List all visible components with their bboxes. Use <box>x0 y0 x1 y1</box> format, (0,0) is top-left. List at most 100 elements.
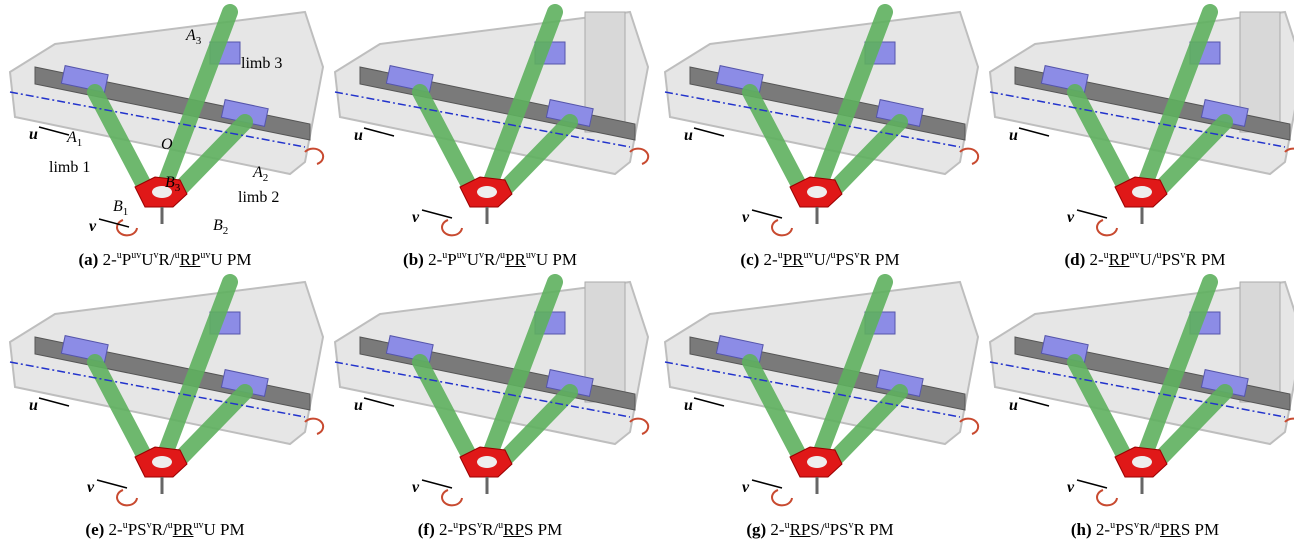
annotation: v <box>87 479 95 496</box>
rotation-arrow <box>305 419 323 434</box>
rotation-arrow <box>117 220 137 235</box>
annotation-text: u <box>684 127 693 144</box>
annotation: v <box>89 218 97 235</box>
rotation-arrow <box>960 419 978 434</box>
caption-segment: uv <box>1129 250 1139 261</box>
rotation-arrow <box>442 490 462 505</box>
caption-segment: 2- <box>1096 520 1110 539</box>
annotation-subscript: 3 <box>196 35 202 47</box>
platform-hole <box>477 456 497 468</box>
mechanism <box>990 282 1294 505</box>
annotation: limb 2 <box>238 189 279 206</box>
annotation-text: limb 3 <box>241 55 282 72</box>
caption-segment: PS <box>830 520 849 539</box>
caption-segment: uv <box>193 520 203 531</box>
annotation: v <box>742 479 750 496</box>
caption-segment: 2- <box>764 250 778 269</box>
direction-line <box>1077 210 1107 218</box>
caption: (a) 2-uPuvUvR/uRPuvU PM <box>5 250 325 270</box>
direction-line <box>694 128 724 136</box>
annotation-text: u <box>354 127 363 144</box>
caption-label: (g) <box>746 520 766 539</box>
direction-line <box>1077 480 1107 488</box>
annotation-text: u <box>29 397 38 414</box>
annotation: u <box>354 127 363 144</box>
rotation-arrow <box>442 220 462 235</box>
caption-segment: R/ <box>482 520 498 539</box>
direction-line <box>1019 128 1049 136</box>
mechanism <box>335 12 648 235</box>
base-plate <box>665 12 978 174</box>
platform-hole <box>477 186 497 198</box>
caption-segment: U/ <box>814 250 831 269</box>
caption-segment: PS <box>836 250 855 269</box>
annotation-text: u <box>684 397 693 414</box>
caption-segment: PR <box>505 250 526 269</box>
caption-label: (d) <box>1064 250 1085 269</box>
caption-segment: uv <box>200 250 210 261</box>
caption-segment: U PM <box>210 250 251 269</box>
caption: (c) 2-uPRuvU/uPSvR PM <box>660 250 980 270</box>
annotation-text: v <box>742 479 750 496</box>
platform-hole <box>1132 186 1152 198</box>
annotation: limb 1 <box>49 159 90 176</box>
caption-label: (c) <box>740 250 759 269</box>
annotation-text: v <box>87 479 95 496</box>
mechanism <box>10 282 323 505</box>
caption: (e) 2-uPSvR/uPRuvU PM <box>5 520 325 540</box>
mechanism <box>665 282 978 505</box>
caption-segment: R/ <box>152 520 168 539</box>
caption-segment: uv <box>131 250 141 261</box>
direction-line <box>39 398 69 406</box>
caption-segment: RP <box>180 250 201 269</box>
rotation-arrow <box>117 490 137 505</box>
caption-segment: uv <box>804 250 814 261</box>
caption-segment: R/ <box>484 250 500 269</box>
caption: (h) 2-uPSvR/uPRS PM <box>985 520 1294 540</box>
annotation-text: v <box>89 218 97 235</box>
caption-segment: S PM <box>524 520 562 539</box>
annotation: u <box>354 397 363 414</box>
caption-segment: PS <box>1161 250 1180 269</box>
annotation: v <box>742 209 750 226</box>
caption-segment: P <box>447 250 456 269</box>
caption-segment: R/ <box>159 250 175 269</box>
annotation-subscript: 1 <box>123 206 129 218</box>
annotation: v <box>1067 479 1075 496</box>
annotation-text: u <box>29 126 38 143</box>
annotation-text: A <box>185 27 196 44</box>
annotation: v <box>412 479 420 496</box>
caption-segment: 2- <box>109 520 123 539</box>
caption-segment: 2- <box>428 250 442 269</box>
figure: A3limb 3uA1Olimb 1B3A2limb 2B1vB2uvuvuvu… <box>0 0 1294 551</box>
annotation-subscript: 3 <box>175 182 181 194</box>
rotation-arrow <box>305 149 323 164</box>
mechanism <box>665 12 978 235</box>
annotation-text: limb 1 <box>49 159 90 176</box>
annotation: limb 3 <box>241 55 282 72</box>
direction-line <box>752 480 782 488</box>
caption-segment: PR <box>173 520 194 539</box>
rotation-arrow <box>1097 220 1117 235</box>
annotation-subscript: 2 <box>263 172 269 184</box>
annotation-subscript: 1 <box>77 137 83 149</box>
caption-segment: RP <box>503 520 524 539</box>
annotation-text: u <box>1009 397 1018 414</box>
base-plate <box>10 282 323 444</box>
caption-segment: R PM <box>853 520 893 539</box>
caption: (f) 2-uPSvR/uRPS PM <box>330 520 650 540</box>
annotation-text: v <box>1067 209 1075 226</box>
illustrations: A3limb 3uA1Olimb 1B3A2limb 2B1vB2uvuvuvu… <box>0 0 1294 551</box>
annotation-text: B <box>113 198 123 215</box>
caption-label: (a) <box>79 250 99 269</box>
caption-segment: P <box>122 250 131 269</box>
rotation-arrow <box>772 220 792 235</box>
caption: (g) 2-uRPS/uPSvR PM <box>660 520 980 540</box>
annotation: v <box>412 209 420 226</box>
rotation-arrow <box>630 419 648 434</box>
caption-segment: R PM <box>1185 250 1225 269</box>
annotation: u <box>1009 127 1018 144</box>
caption-segment: RP <box>790 520 811 539</box>
annotation-text: B <box>165 174 175 191</box>
caption-segment: U/ <box>1139 250 1156 269</box>
